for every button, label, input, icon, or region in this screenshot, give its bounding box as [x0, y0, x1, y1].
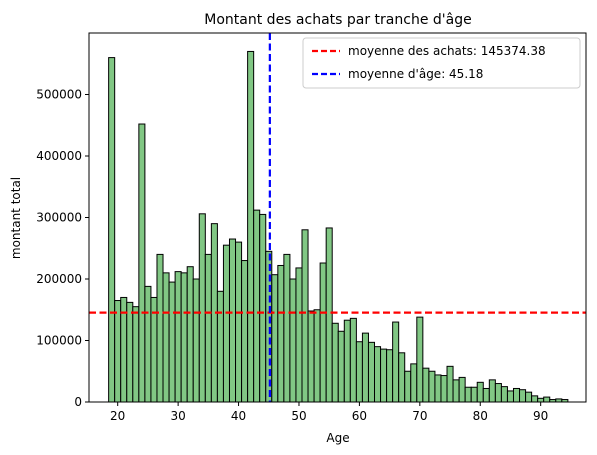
legend-label-mean-age: moyenne d'âge: 45.18: [348, 67, 483, 81]
bar: [265, 250, 273, 403]
bar: [186, 266, 194, 403]
bar: [241, 260, 249, 403]
bar: [458, 376, 466, 403]
bar: [355, 341, 363, 403]
bar: [144, 285, 152, 403]
bar: [422, 367, 430, 403]
bar: [271, 274, 279, 403]
bar: [386, 349, 394, 403]
y-tick-label: 500000: [36, 88, 82, 102]
bar: [307, 310, 315, 403]
x-tick-label: 20: [110, 409, 125, 423]
bar: [494, 383, 502, 403]
reference-lines: [89, 33, 586, 402]
y-tick-label: 400000: [36, 149, 82, 163]
bar: [289, 278, 297, 403]
bar: [531, 395, 539, 403]
y-axis-label: montant total: [9, 177, 23, 259]
bar: [108, 57, 116, 403]
bar: [295, 267, 303, 403]
chart-title: Montant des achats par tranche d'âge: [204, 12, 471, 28]
bar: [488, 379, 496, 403]
bar: [325, 227, 333, 403]
y-tick-label: 300000: [36, 211, 82, 225]
bar: [428, 370, 436, 403]
bar: [114, 300, 122, 403]
bar: [476, 381, 484, 403]
bar: [132, 306, 140, 403]
bar: [319, 262, 327, 403]
bar: [343, 319, 351, 403]
x-axis: 20 30 40 50 60 70 80 90: [110, 402, 548, 423]
bar: [204, 253, 212, 403]
bar: [410, 363, 418, 403]
x-tick-label: 70: [412, 409, 427, 423]
x-tick-label: 40: [231, 409, 246, 423]
x-tick-label: 80: [473, 409, 488, 423]
bar: [168, 281, 176, 403]
bar: [313, 309, 321, 403]
bar: [506, 390, 514, 403]
bar: [452, 379, 460, 403]
bar: [374, 346, 382, 403]
bar: [392, 321, 400, 403]
bar: [404, 370, 412, 403]
bar: [277, 264, 285, 403]
bar: [138, 123, 146, 403]
bar: [500, 386, 508, 403]
y-tick-label: 100000: [36, 334, 82, 348]
bar: [416, 316, 424, 403]
legend-label-mean-purchase: moyenne des achats: 145374.38: [348, 44, 546, 58]
bar: [259, 213, 267, 403]
bar: [367, 341, 376, 403]
x-tick-label: 30: [170, 409, 185, 423]
legend-box: [302, 37, 581, 89]
bar: [235, 241, 243, 403]
bar: [283, 253, 291, 403]
bar: [192, 278, 200, 403]
bar: [222, 244, 230, 403]
bar: [228, 238, 237, 403]
bar: [525, 391, 533, 403]
bar: [198, 213, 206, 403]
bar: [216, 290, 224, 403]
x-tick-label: 90: [533, 409, 548, 423]
bar: [398, 352, 406, 403]
bar: [156, 253, 164, 403]
bar: [337, 330, 345, 403]
bar: [180, 272, 188, 403]
bar: [482, 387, 490, 403]
x-tick-label: 50: [291, 409, 306, 423]
bar: [470, 386, 478, 403]
bar: [537, 397, 545, 403]
bar: [446, 365, 454, 403]
bar: [126, 301, 134, 403]
bar: [464, 386, 472, 403]
y-tick-label: 0: [74, 395, 82, 409]
bar: [361, 332, 369, 403]
bar: [543, 396, 551, 403]
bar: [253, 209, 261, 403]
bar: [301, 229, 309, 403]
bar: [331, 322, 339, 403]
bar: [440, 375, 448, 403]
bar: [512, 387, 521, 403]
bar: [380, 348, 388, 403]
legend: moyenne des achats: 145374.38 moyenne d'…: [302, 37, 581, 89]
bar: [519, 389, 527, 403]
bar: [349, 317, 357, 403]
x-axis-label: Age: [326, 431, 349, 445]
y-axis: 0 100000 200000 300000 400000 500000: [36, 88, 89, 409]
bar: [162, 272, 170, 403]
bar: [174, 271, 182, 403]
bar: [247, 50, 255, 403]
y-tick-label: 200000: [36, 272, 82, 286]
x-tick-label: 60: [352, 409, 367, 423]
bar: [434, 374, 442, 403]
